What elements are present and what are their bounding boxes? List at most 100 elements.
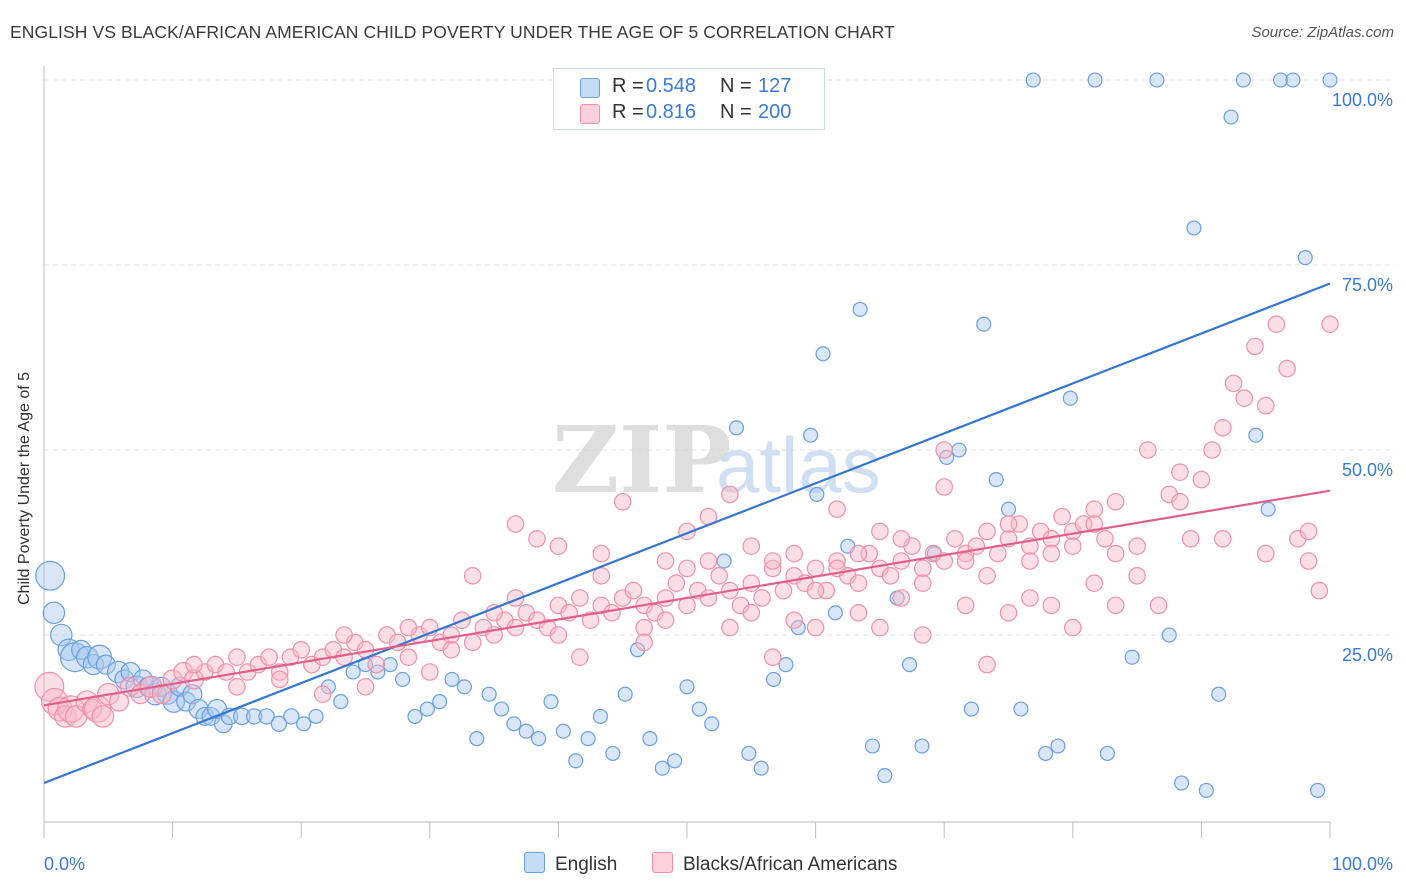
english-point	[852, 301, 868, 317]
n-label: N =	[720, 75, 752, 97]
english-point	[815, 346, 831, 362]
black-point	[849, 603, 868, 622]
black-point	[849, 544, 868, 563]
black-point	[1085, 500, 1104, 518]
english-point	[370, 664, 386, 680]
black-point	[399, 618, 418, 637]
legend-item-black[interactable]: Blacks/African Americans	[652, 852, 897, 876]
black-point	[710, 566, 728, 585]
black-point	[946, 529, 964, 548]
english-point	[1235, 72, 1252, 88]
english-point	[283, 708, 300, 725]
black-point	[721, 618, 739, 637]
black-point	[603, 603, 621, 622]
english-point	[1186, 220, 1202, 236]
black-point	[699, 589, 718, 607]
black-point	[592, 566, 611, 585]
r-label: R =	[612, 75, 644, 97]
black-point	[956, 596, 975, 615]
english-point	[864, 738, 881, 754]
watermark-atlas: atlas	[716, 421, 881, 509]
y-tick-label: 50.0%	[1342, 460, 1393, 480]
black-point	[1085, 515, 1104, 533]
english-point	[914, 738, 930, 754]
black-point	[442, 626, 461, 644]
black-point	[892, 589, 911, 607]
y-axis-title: Child Poverty Under the Age of 5	[16, 371, 33, 605]
english-point	[444, 671, 460, 687]
x-tick-label-right: 100.0%	[1332, 854, 1393, 874]
black-point	[228, 677, 246, 696]
black-point	[1149, 596, 1168, 615]
english-point	[753, 760, 769, 776]
black-point	[753, 589, 771, 607]
black-point	[1278, 359, 1296, 378]
source-credit: Source: ZipAtlas.com	[1251, 24, 1394, 41]
english-point	[741, 745, 757, 761]
black-point	[763, 552, 782, 570]
stats-row-english: R = 0.548 N = 127	[554, 75, 824, 101]
black-legend-swatch-icon	[652, 852, 673, 873]
black-point	[1021, 552, 1039, 570]
black-point	[1235, 389, 1254, 407]
y-tick-label: 25.0%	[1342, 645, 1393, 665]
english-point	[629, 642, 646, 658]
black-point	[742, 537, 761, 555]
english-point	[382, 657, 398, 673]
watermark-zip: ZIP	[552, 406, 731, 514]
black-point	[785, 544, 803, 563]
english-point	[1310, 782, 1326, 798]
english-point	[691, 701, 707, 717]
black-point	[1053, 507, 1071, 526]
black-point	[828, 552, 846, 570]
black-point	[763, 559, 782, 578]
black-point	[935, 441, 953, 459]
english-point	[308, 708, 324, 724]
english-point	[976, 316, 992, 332]
black-point	[871, 522, 889, 541]
y-tick-label: 75.0%	[1342, 275, 1393, 295]
black-point	[978, 522, 996, 541]
english-point	[803, 427, 819, 443]
black-point	[1310, 581, 1329, 600]
english-point	[246, 708, 263, 725]
english-point	[1174, 775, 1190, 791]
english-point	[1211, 686, 1227, 702]
black-point	[442, 640, 461, 659]
english-point	[50, 623, 73, 647]
black-point	[656, 589, 675, 607]
black-swatch-icon	[580, 104, 600, 124]
black-point	[1246, 337, 1264, 356]
english-point	[568, 753, 584, 769]
black-point	[335, 626, 353, 644]
black-point	[1106, 544, 1125, 563]
black-point	[1042, 544, 1061, 563]
english-point	[605, 745, 621, 761]
english-point	[531, 731, 547, 747]
legend-item-english[interactable]: English	[524, 852, 617, 876]
english-point	[35, 560, 66, 591]
black-point	[935, 478, 953, 496]
black-point	[956, 552, 975, 570]
black-point	[913, 574, 932, 592]
black-point	[420, 663, 439, 681]
black-point	[270, 670, 289, 689]
english-point	[1198, 782, 1214, 798]
black-point	[967, 537, 986, 555]
black-point	[1224, 374, 1243, 393]
english-point	[617, 686, 633, 702]
english-point	[469, 731, 485, 747]
black-point	[1214, 418, 1232, 437]
english-point	[951, 442, 967, 458]
black-point	[828, 500, 846, 518]
black-point	[217, 663, 235, 681]
black-point	[881, 566, 900, 585]
black-point	[313, 685, 332, 703]
black-point	[91, 705, 115, 728]
n-label: N =	[720, 101, 752, 123]
black-point	[463, 566, 482, 585]
black-point	[399, 648, 418, 666]
english-point	[395, 671, 411, 687]
black-point	[463, 633, 482, 652]
